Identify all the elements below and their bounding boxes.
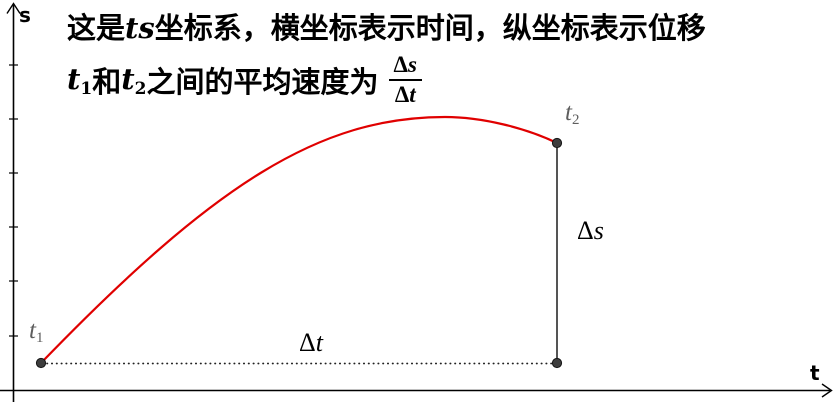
point-t2[interactable] <box>551 137 563 149</box>
delta-s-label: Δs <box>577 216 604 245</box>
delta-t-label: Δt <box>299 328 323 357</box>
caption-line-1: 这是ts坐标系，横坐标表示时间，纵坐标表示位移 <box>67 9 706 48</box>
point-label-t2: t2 <box>565 99 580 128</box>
displacement-curve <box>39 115 559 365</box>
caption-t1-subscript: 1 <box>80 78 93 99</box>
y-axis-arrow-icon <box>6 2 21 14</box>
delta-symbol: Δ <box>299 328 316 357</box>
caption-text: 这是ts坐标系，横坐标表示时间，纵坐标表示位移 t1 和 t2 之间的平均速度为 Δs… <box>67 9 706 111</box>
caption-line1-post: 坐标系，横坐标表示时间，纵坐标表示位移 <box>154 13 706 45</box>
point-t2-projection[interactable] <box>551 357 563 369</box>
t2-subscript: 2 <box>571 112 580 128</box>
fraction-numerator: Δs <box>388 52 422 81</box>
x-axis-arrow-icon <box>821 383 833 398</box>
caption-and: 和 <box>92 67 122 99</box>
delta-symbol: Δ <box>577 216 594 245</box>
caption-rest: 之间的平均速度为 <box>146 67 379 99</box>
caption-t2: t2 <box>121 61 147 99</box>
caption-line-2: t1 和 t2 之间的平均速度为 Δs Δt <box>67 49 706 111</box>
y-axis-label: s <box>19 3 31 27</box>
t1-subscript: 1 <box>35 330 44 346</box>
caption-t1: t1 <box>67 61 93 99</box>
average-velocity-fraction: Δs Δt <box>388 52 422 109</box>
point-label-t1: t1 <box>29 317 44 346</box>
point-t1[interactable] <box>35 357 47 369</box>
caption-line1-math-ts: ts <box>125 11 155 45</box>
x-axis-label: t <box>810 361 820 385</box>
fraction-denominator: Δt <box>394 82 416 107</box>
caption-line1-pre: 这是 <box>67 13 126 45</box>
caption-t2-subscript: 2 <box>134 78 147 99</box>
